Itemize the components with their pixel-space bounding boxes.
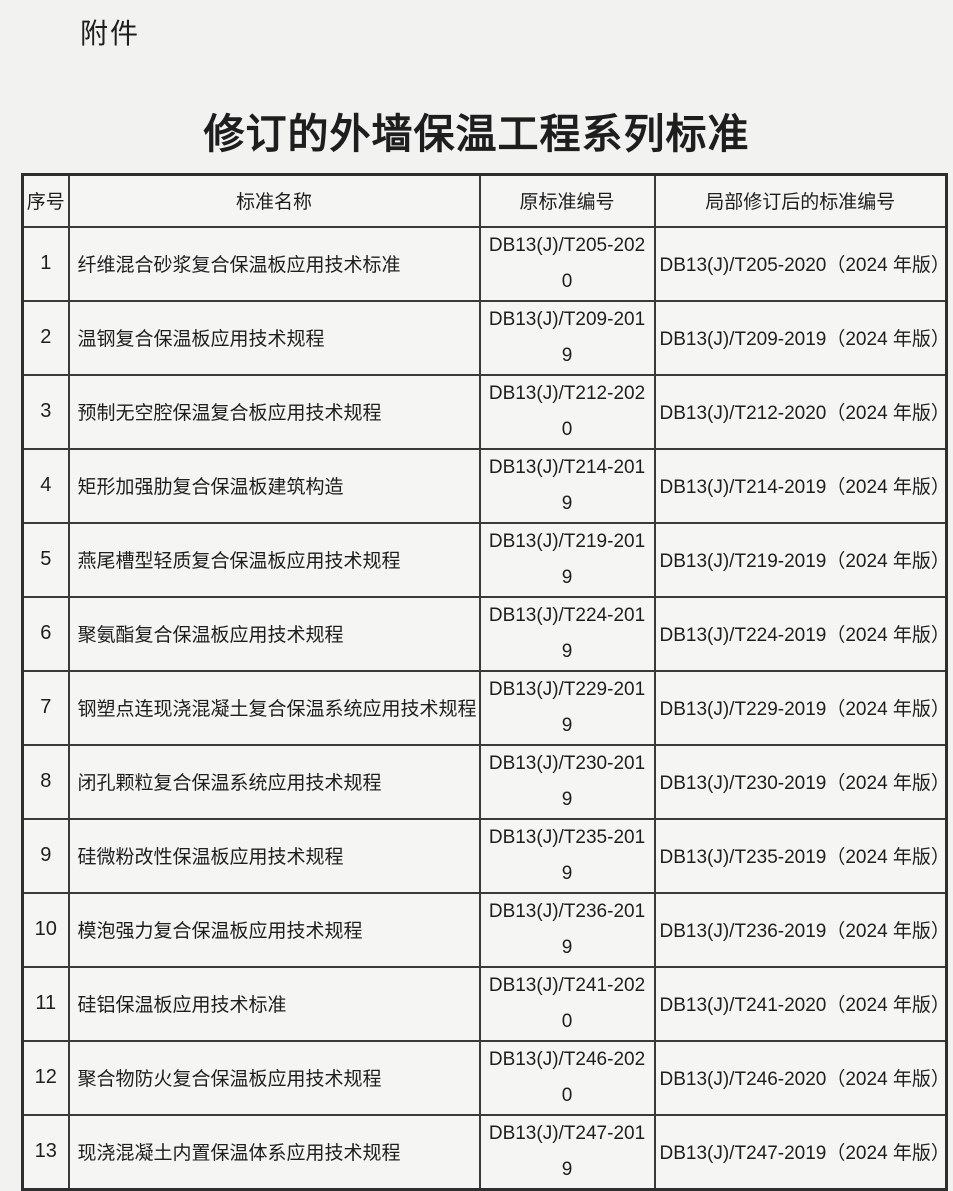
row-number-cell: 5 (21, 521, 70, 598)
standard-name-cell: 现浇混凝土内置保温体系应用技术规程 (67, 1113, 481, 1190)
standard-name-cell: 钢塑点连现浇混凝土复合保温系统应用技术规程 (67, 669, 481, 746)
revised-code-cell: DB13(J)/T235-2019（2024 年版） (653, 817, 948, 894)
original-code-cell: DB13(J)/T224-2019 (478, 595, 656, 672)
table-row: 7 钢塑点连现浇混凝土复合保温系统应用技术规程 DB13(J)/T229-201… (21, 669, 948, 746)
row-number-cell: 11 (21, 965, 70, 1042)
original-code-cell: DB13(J)/T246-2020 (478, 1039, 656, 1116)
row-number-cell: 13 (21, 1113, 70, 1190)
standard-name-cell: 聚氨酯复合保温板应用技术规程 (67, 595, 481, 672)
table-row: 11 硅铝保温板应用技术标准 DB13(J)/T241-2020 DB13(J)… (21, 965, 948, 1042)
table-row: 6 聚氨酯复合保温板应用技术规程 DB13(J)/T224-2019 DB13(… (21, 595, 948, 672)
row-number-cell: 12 (21, 1039, 70, 1116)
revised-code-cell: DB13(J)/T230-2019（2024 年版） (653, 743, 948, 820)
standard-name-cell: 模泡强力复合保温板应用技术规程 (67, 891, 481, 968)
standard-name-cell: 闭孔颗粒复合保温系统应用技术规程 (67, 743, 481, 820)
row-number-cell: 7 (21, 669, 70, 746)
revised-code-cell: DB13(J)/T229-2019（2024 年版） (653, 669, 948, 746)
standards-table: 序号 标准名称 原标准编号 局部修订后的标准编号 1 纤维混合砂浆复合保温板应用… (21, 173, 948, 1191)
revised-code-cell: DB13(J)/T246-2020（2024 年版） (653, 1039, 948, 1116)
table-row: 3 预制无空腔保温复合板应用技术规程 DB13(J)/T212-2020 DB1… (21, 373, 948, 450)
row-number-cell: 10 (21, 891, 70, 968)
revised-code-cell: DB13(J)/T212-2020（2024 年版） (653, 373, 948, 450)
standard-name-cell: 纤维混合砂浆复合保温板应用技术标准 (67, 225, 481, 302)
table-row: 12 聚合物防火复合保温板应用技术规程 DB13(J)/T246-2020 DB… (21, 1039, 948, 1116)
row-number-cell: 3 (21, 373, 70, 450)
table-row: 1 纤维混合砂浆复合保温板应用技术标准 DB13(J)/T205-2020 DB… (21, 225, 948, 302)
table-row: 4 矩形加强肋复合保温板建筑构造 DB13(J)/T214-2019 DB13(… (21, 447, 948, 524)
revised-code-cell: DB13(J)/T247-2019（2024 年版） (653, 1113, 948, 1190)
revised-code-cell: DB13(J)/T241-2020（2024 年版） (653, 965, 948, 1042)
row-number-cell: 4 (21, 447, 70, 524)
table-row: 2 温钢复合保温板应用技术规程 DB13(J)/T209-2019 DB13(J… (21, 299, 948, 376)
original-code-cell: DB13(J)/T212-2020 (478, 373, 656, 450)
revised-code-cell: DB13(J)/T224-2019（2024 年版） (653, 595, 948, 672)
original-code-cell: DB13(J)/T230-2019 (478, 743, 656, 820)
original-code-cell: DB13(J)/T241-2020 (478, 965, 656, 1042)
revised-code-cell: DB13(J)/T214-2019（2024 年版） (653, 447, 948, 524)
standard-name-cell: 预制无空腔保温复合板应用技术规程 (67, 373, 481, 450)
table-row: 8 闭孔颗粒复合保温系统应用技术规程 DB13(J)/T230-2019 DB1… (21, 743, 948, 820)
table-row: 10 模泡强力复合保温板应用技术规程 DB13(J)/T236-2019 DB1… (21, 891, 948, 968)
standard-name-cell: 硅铝保温板应用技术标准 (67, 965, 481, 1042)
revised-code-cell: DB13(J)/T236-2019（2024 年版） (653, 891, 948, 968)
table-header-row: 序号 标准名称 原标准编号 局部修订后的标准编号 (21, 173, 948, 228)
attachment-label: 附件 (80, 18, 141, 49)
header-cell-index: 序号 (21, 173, 70, 228)
original-code-cell: DB13(J)/T247-2019 (478, 1113, 656, 1190)
original-code-cell: DB13(J)/T219-2019 (478, 521, 656, 598)
header-cell-standard-name: 标准名称 (67, 173, 481, 228)
header-cell-revised-code: 局部修订后的标准编号 (653, 173, 948, 228)
original-code-cell: DB13(J)/T229-2019 (478, 669, 656, 746)
revised-code-cell: DB13(J)/T219-2019（2024 年版） (653, 521, 948, 598)
standard-name-cell: 硅微粉改性保温板应用技术规程 (67, 817, 481, 894)
standard-name-cell: 燕尾槽型轻质复合保温板应用技术规程 (67, 521, 481, 598)
row-number-cell: 9 (21, 817, 70, 894)
standard-name-cell: 温钢复合保温板应用技术规程 (67, 299, 481, 376)
table-row: 13 现浇混凝土内置保温体系应用技术规程 DB13(J)/T247-2019 D… (21, 1113, 948, 1190)
standard-name-cell: 聚合物防火复合保温板应用技术规程 (67, 1039, 481, 1116)
table-row: 9 硅微粉改性保温板应用技术规程 DB13(J)/T235-2019 DB13(… (21, 817, 948, 894)
table-row: 5 燕尾槽型轻质复合保温板应用技术规程 DB13(J)/T219-2019 DB… (21, 521, 948, 598)
table-body: 1 纤维混合砂浆复合保温板应用技术标准 DB13(J)/T205-2020 DB… (21, 225, 948, 1190)
original-code-cell: DB13(J)/T209-2019 (478, 299, 656, 376)
original-code-cell: DB13(J)/T236-2019 (478, 891, 656, 968)
standard-name-cell: 矩形加强肋复合保温板建筑构造 (67, 447, 481, 524)
original-code-cell: DB13(J)/T205-2020 (478, 225, 656, 302)
original-code-cell: DB13(J)/T214-2019 (478, 447, 656, 524)
revised-code-cell: DB13(J)/T205-2020（2024 年版） (653, 225, 948, 302)
row-number-cell: 2 (21, 299, 70, 376)
row-number-cell: 1 (21, 225, 70, 302)
row-number-cell: 8 (21, 743, 70, 820)
page-title: 修订的外墙保温工程系列标准 (203, 111, 750, 157)
row-number-cell: 6 (21, 595, 70, 672)
header-cell-original-code: 原标准编号 (478, 173, 656, 228)
original-code-cell: DB13(J)/T235-2019 (478, 817, 656, 894)
revised-code-cell: DB13(J)/T209-2019（2024 年版） (653, 299, 948, 376)
